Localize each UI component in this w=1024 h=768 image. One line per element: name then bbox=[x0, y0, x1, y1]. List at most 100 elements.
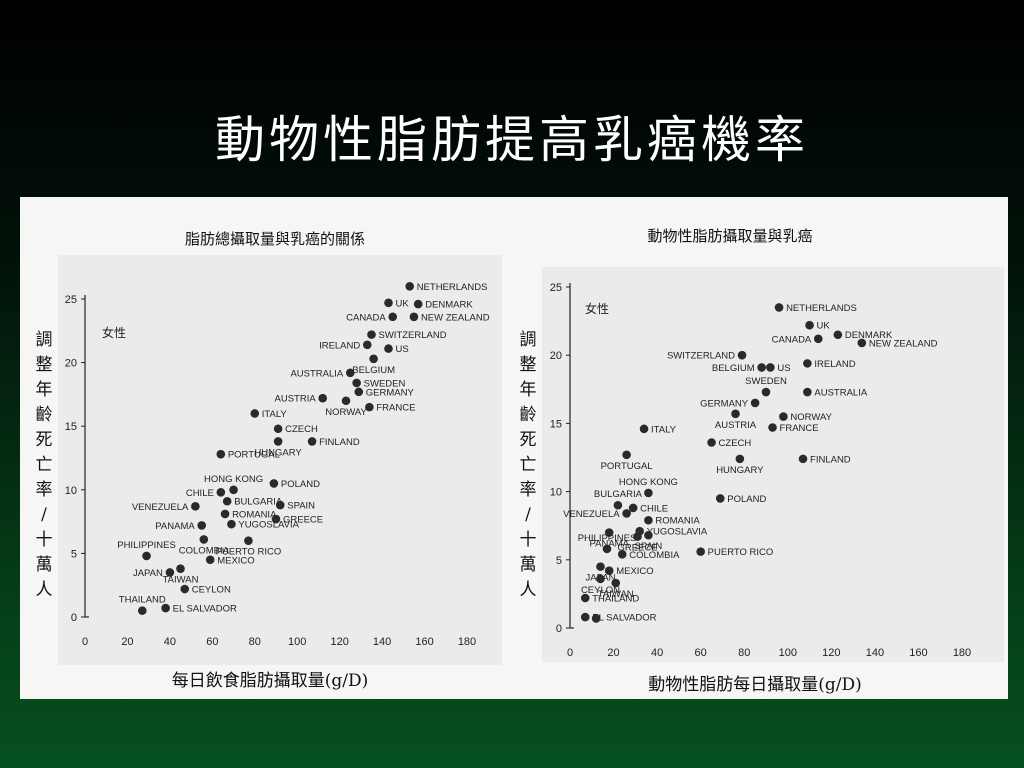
point-label: SPAIN bbox=[634, 541, 662, 552]
data-point bbox=[707, 438, 716, 447]
x-tick-label: 0 bbox=[567, 647, 573, 659]
chart1-bg bbox=[58, 255, 502, 665]
data-point bbox=[191, 502, 200, 511]
data-point bbox=[138, 606, 147, 615]
y-tick-label: 25 bbox=[550, 282, 562, 294]
point-label: NEW ZEALAND bbox=[869, 338, 938, 349]
y-axis-label-char: 萬 bbox=[520, 555, 537, 575]
y-axis-label-char: 亡 bbox=[520, 455, 537, 475]
point-label: AUSTRALIA bbox=[290, 368, 343, 379]
data-point bbox=[857, 338, 867, 348]
point-label: SWEDEN bbox=[745, 376, 787, 387]
data-point bbox=[757, 363, 766, 372]
point-label: POLAND bbox=[281, 479, 320, 490]
y-tick-label: 15 bbox=[550, 418, 562, 430]
point-label: SPAIN bbox=[287, 501, 315, 512]
data-point bbox=[735, 454, 745, 464]
slide-title: 動物性脂肪提高乳癌機率 bbox=[215, 111, 809, 169]
data-point bbox=[596, 574, 605, 584]
y-axis-label-char: 齡 bbox=[520, 405, 537, 425]
point-label: AUSTRALIA bbox=[814, 388, 867, 399]
y-tick-label: 10 bbox=[65, 485, 77, 497]
chart1-title: 脂肪總攝取量與乳癌的關係 bbox=[185, 230, 365, 248]
point-label: ROMANIA bbox=[655, 516, 700, 527]
point-label: ROMANIA bbox=[232, 509, 277, 520]
data-point bbox=[275, 500, 285, 510]
point-label: US bbox=[395, 344, 408, 355]
data-point bbox=[369, 354, 378, 364]
y-axis-label-char: 率 bbox=[520, 480, 537, 500]
y-axis-label-char: 率 bbox=[36, 480, 53, 500]
point-label: FINLAND bbox=[319, 437, 360, 448]
data-point bbox=[405, 281, 415, 291]
point-label: YUGOSLAVIA bbox=[238, 520, 299, 531]
y-tick-label: 25 bbox=[65, 294, 77, 306]
y-axis-label-char: 調 bbox=[520, 330, 537, 350]
y-tick-label: 0 bbox=[71, 612, 77, 624]
point-label: CANADA bbox=[772, 334, 812, 345]
y-axis-label-char: 死 bbox=[36, 430, 53, 450]
data-point bbox=[176, 564, 185, 573]
x-tick-label: 140 bbox=[373, 636, 391, 648]
point-label: PHILIPPINES bbox=[117, 540, 176, 551]
point-label: EL SALVADOR bbox=[592, 613, 656, 624]
point-label: FRANCE bbox=[780, 423, 819, 434]
point-label: PANAMA bbox=[589, 539, 629, 550]
point-label: DENMARK bbox=[845, 330, 893, 341]
x-tick-label: 180 bbox=[953, 647, 971, 659]
y-axis-label-char: / bbox=[525, 505, 531, 525]
data-point bbox=[273, 424, 283, 434]
data-point bbox=[779, 412, 788, 421]
x-tick-label: 120 bbox=[822, 647, 840, 659]
data-point bbox=[580, 612, 590, 622]
data-point bbox=[318, 393, 327, 403]
data-point bbox=[384, 298, 393, 308]
data-point bbox=[766, 363, 775, 372]
point-label: GERMANY bbox=[366, 387, 415, 398]
x-tick-label: 100 bbox=[288, 636, 306, 648]
point-label: MEXICO bbox=[616, 566, 653, 577]
x-tick-label: 180 bbox=[458, 636, 476, 648]
data-point bbox=[220, 509, 230, 519]
x-tick-label: 80 bbox=[249, 636, 261, 648]
x-tick-label: 40 bbox=[164, 636, 176, 648]
point-label: GERMANY bbox=[700, 398, 749, 409]
chart2-bg bbox=[542, 267, 1004, 662]
point-label: PORTUGAL bbox=[601, 461, 653, 472]
x-tick-label: 80 bbox=[738, 647, 750, 659]
data-point bbox=[696, 547, 705, 556]
point-label: UK bbox=[817, 321, 831, 332]
y-axis-label-char: 十 bbox=[36, 530, 53, 550]
chart1-inset-label: 女性 bbox=[102, 325, 126, 340]
point-label: DENMARK bbox=[425, 300, 473, 311]
point-label: GREECE bbox=[617, 543, 657, 554]
point-label: EL SALVADOR bbox=[173, 604, 237, 615]
point-label: US bbox=[777, 363, 790, 374]
point-label: THAILAND bbox=[592, 593, 639, 604]
point-label: NETHERLANDS bbox=[786, 303, 857, 314]
data-point bbox=[580, 593, 590, 603]
data-point bbox=[644, 530, 653, 540]
point-label: BULGARIA bbox=[234, 497, 283, 508]
data-point bbox=[602, 544, 612, 554]
data-point bbox=[604, 566, 614, 576]
point-label: CZECH bbox=[285, 424, 318, 435]
data-point bbox=[803, 387, 812, 397]
data-point bbox=[633, 532, 642, 541]
point-label: YUGOSLAVIA bbox=[647, 527, 708, 538]
point-label: BELGIUM bbox=[712, 363, 755, 374]
y-axis-label-char: 整 bbox=[36, 355, 53, 375]
data-point bbox=[180, 584, 190, 594]
data-point bbox=[750, 398, 760, 408]
chart1-x-axis-label: 每日飲食脂肪攝取量(g/D) bbox=[172, 671, 369, 691]
chart-panel: 脂肪總攝取量與乳癌的關係 女性 每日飲食脂肪攝取量(g/D) 調整年齡死亡率 / 十… bbox=[20, 197, 1008, 699]
chart2-x-axis-label: 動物性脂肪每日攝取量(g/D) bbox=[648, 675, 862, 695]
point-label: SWEDEN bbox=[364, 378, 406, 389]
point-label: BELGIUM bbox=[352, 365, 395, 376]
y-axis-label-char: 人 bbox=[36, 580, 53, 600]
data-point bbox=[774, 303, 784, 312]
y-axis-label-char: 整 bbox=[520, 355, 537, 375]
point-label: AUSTRIA bbox=[275, 394, 317, 405]
y-tick-label: 5 bbox=[71, 548, 77, 560]
x-tick-label: 120 bbox=[330, 636, 348, 648]
